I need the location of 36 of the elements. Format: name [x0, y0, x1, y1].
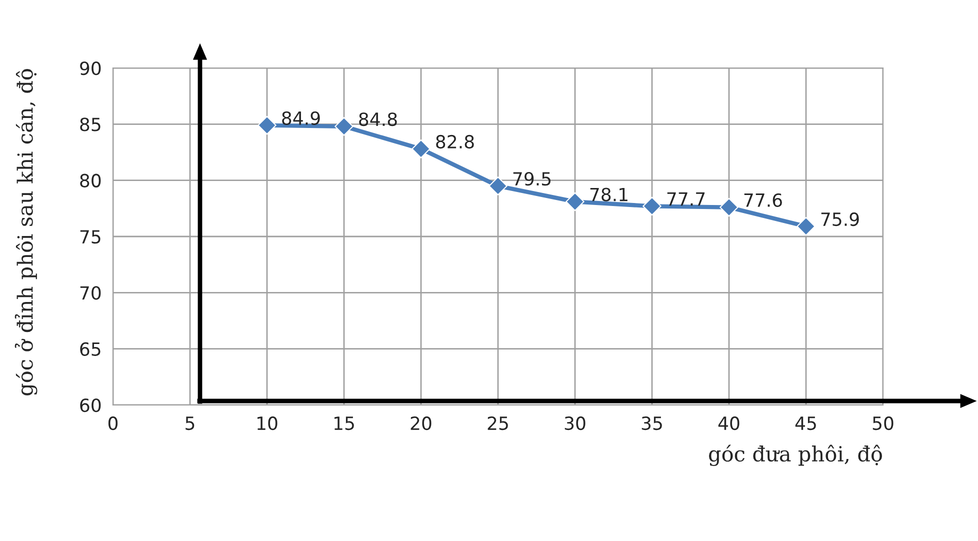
data-label: 77.7: [667, 192, 705, 206]
y-tick-label: 65: [80, 342, 100, 356]
y-tick-label: 90: [80, 61, 101, 76]
data-label: 78.1: [590, 188, 628, 202]
x-tick-label: 40: [718, 416, 740, 430]
y-axis-title: góc ở đỉnh phôi sau khi cán, độ: [14, 69, 38, 396]
x-tick-label: 35: [642, 416, 662, 430]
data-label: 75.9: [821, 212, 859, 226]
x-tick-label: 25: [488, 416, 508, 430]
point: [642, 196, 662, 216]
x-tick-label: 45: [795, 416, 816, 430]
y-tick-label: 75: [80, 230, 100, 244]
point: [488, 176, 508, 196]
point: [258, 116, 276, 135]
data-label: 84.8: [359, 112, 397, 126]
point: [334, 117, 354, 136]
y-tick-label: 60: [80, 398, 101, 412]
x-tick-label: 50: [872, 416, 894, 430]
point: [720, 198, 738, 217]
data-label: 82.8: [436, 134, 474, 149]
data-label: 79.5: [513, 172, 551, 186]
x-tick-label: 10: [257, 416, 278, 430]
x-tick-label: 30: [564, 416, 586, 430]
data-label: 84.9: [282, 111, 320, 125]
y-tick-label: 85: [80, 118, 100, 132]
y-tick-label: 70: [80, 286, 101, 300]
x-tick-label: 15: [334, 416, 354, 430]
x-axis-title: góc đưa phôi, độ: [708, 444, 882, 466]
point: [412, 140, 430, 158]
x-tick-label: 5: [186, 416, 194, 430]
data-label: 77.6: [744, 193, 782, 207]
point: [796, 217, 816, 236]
point: [566, 192, 584, 212]
x-tick-label: 20: [410, 416, 432, 430]
x-tick-label: 0: [108, 416, 118, 430]
y-tick-label: 80: [80, 174, 101, 188]
